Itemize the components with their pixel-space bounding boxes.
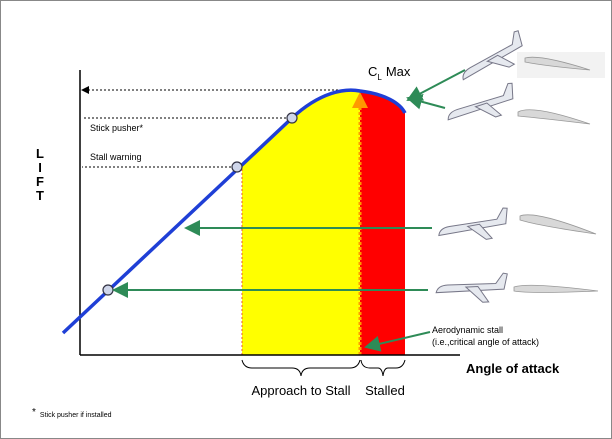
footnote-mark: * (32, 407, 36, 418)
stick-pusher-point (287, 113, 297, 123)
stall-warning-point (232, 162, 242, 172)
page: {"labels": {"cl_max": {"symbol": "C", "s… (0, 0, 612, 439)
low-aoa-point (103, 285, 113, 295)
x-axis-label: Angle of attack (466, 361, 560, 376)
y-axis-letter: F (36, 174, 44, 189)
y-axis-letter: T (36, 188, 44, 203)
aero-stall-note: (i.e.,critical angle of attack) (432, 337, 539, 347)
stalled-label: Stalled (365, 383, 405, 398)
approach-label: Approach to Stall (251, 383, 350, 398)
footnote-text: Stick pusher if installed (40, 412, 112, 419)
stick-pusher-label: Stick pusher* (90, 123, 144, 133)
aero-stall-label: Aerodynamic stall (432, 325, 503, 335)
stall-warning-label: Stall warning (90, 152, 142, 162)
y-axis-letter: I (38, 160, 42, 175)
diagram: CLMax Stick pusher* Stall warning L I F … (0, 0, 612, 439)
stalled-region (360, 91, 405, 355)
y-axis-label: L I F T (36, 146, 44, 203)
y-axis-letter: L (36, 146, 44, 161)
